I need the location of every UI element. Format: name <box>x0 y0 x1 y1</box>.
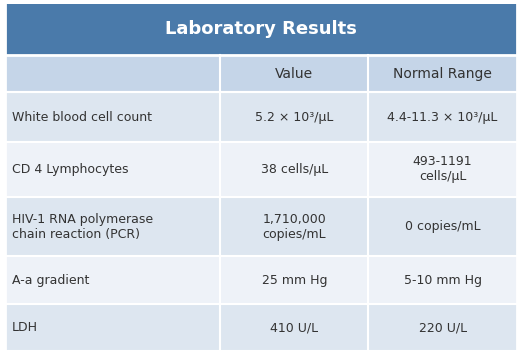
Text: 493-1191
cells/μL: 493-1191 cells/μL <box>413 155 472 184</box>
Text: White blood cell count: White blood cell count <box>12 110 152 124</box>
FancyBboxPatch shape <box>5 142 517 197</box>
Text: 1,710,000
copies/mL: 1,710,000 copies/mL <box>263 213 326 241</box>
Text: Laboratory Results: Laboratory Results <box>165 20 357 38</box>
Text: A-a gradient: A-a gradient <box>12 274 89 287</box>
Text: 410 U/L: 410 U/L <box>270 321 318 334</box>
FancyBboxPatch shape <box>5 257 517 304</box>
Text: 220 U/L: 220 U/L <box>419 321 467 334</box>
Text: HIV-1 RNA polymerase
chain reaction (PCR): HIV-1 RNA polymerase chain reaction (PCR… <box>12 213 153 241</box>
FancyBboxPatch shape <box>5 197 517 257</box>
Text: 38 cells/μL: 38 cells/μL <box>260 163 328 176</box>
FancyBboxPatch shape <box>5 92 517 142</box>
FancyBboxPatch shape <box>5 55 517 92</box>
Text: CD 4 Lymphocytes: CD 4 Lymphocytes <box>12 163 128 176</box>
Text: Normal Range: Normal Range <box>393 67 492 81</box>
Text: LDH: LDH <box>12 321 38 334</box>
Text: 5-10 mm Hg: 5-10 mm Hg <box>404 274 482 287</box>
Text: 0 copies/mL: 0 copies/mL <box>405 220 480 233</box>
Text: 25 mm Hg: 25 mm Hg <box>262 274 327 287</box>
Text: Value: Value <box>275 67 313 81</box>
FancyBboxPatch shape <box>5 4 517 55</box>
FancyBboxPatch shape <box>5 304 517 351</box>
Text: 4.4-11.3 × 10³/μL: 4.4-11.3 × 10³/μL <box>387 110 498 124</box>
Text: 5.2 × 10³/μL: 5.2 × 10³/μL <box>255 110 334 124</box>
